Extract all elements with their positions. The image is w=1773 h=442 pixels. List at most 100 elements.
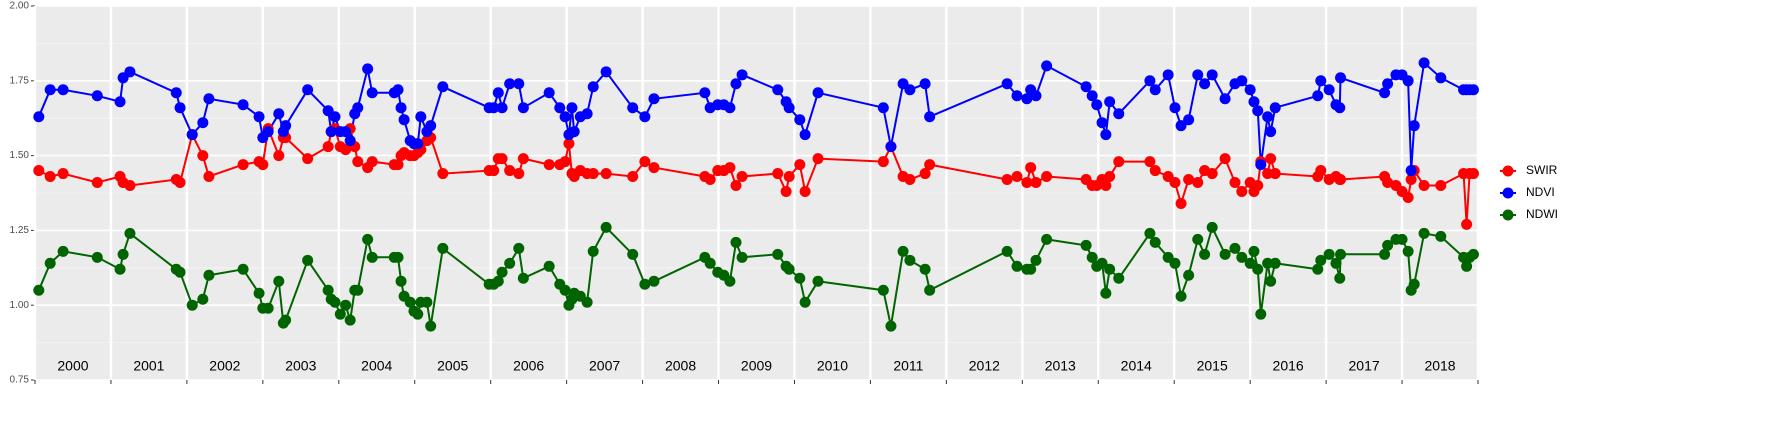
data-point <box>253 287 265 299</box>
data-point <box>1461 260 1473 272</box>
data-point <box>492 87 504 99</box>
data-point <box>783 102 795 114</box>
data-point <box>563 138 575 150</box>
data-point <box>1096 117 1108 129</box>
y-tick-label: 1.75 <box>10 75 30 86</box>
year-label: 2003 <box>285 358 316 374</box>
year-label: 2013 <box>1045 358 1076 374</box>
data-point <box>114 96 126 108</box>
data-point <box>57 168 69 180</box>
data-point <box>1379 248 1391 260</box>
data-point <box>1382 177 1394 189</box>
data-point <box>1113 108 1125 120</box>
data-point <box>1248 245 1260 257</box>
data-point <box>1011 90 1023 102</box>
data-point <box>919 168 931 180</box>
data-point <box>639 111 651 123</box>
data-point <box>1435 180 1447 192</box>
data-point <box>1252 180 1264 192</box>
data-point <box>587 81 599 93</box>
data-point <box>273 150 285 162</box>
data-point <box>1104 263 1116 275</box>
data-point <box>1402 75 1414 87</box>
data-point <box>794 159 806 171</box>
data-point <box>1335 174 1347 186</box>
data-point <box>1269 168 1281 180</box>
data-point <box>1236 75 1248 87</box>
data-point <box>174 177 186 189</box>
data-point <box>197 293 209 305</box>
data-point <box>600 221 612 233</box>
data-point <box>340 126 352 138</box>
data-point <box>1435 72 1447 84</box>
data-point <box>1382 78 1394 90</box>
data-point <box>724 102 736 114</box>
legend-marker <box>1502 209 1514 221</box>
data-point <box>885 320 897 332</box>
data-point <box>1104 171 1116 183</box>
data-point <box>237 99 249 111</box>
data-point <box>1382 239 1394 251</box>
data-point <box>513 242 525 254</box>
data-point <box>600 168 612 180</box>
data-point <box>1435 230 1447 242</box>
data-point <box>492 275 504 287</box>
data-point <box>1183 114 1195 126</box>
y-tick-label: 0.75 <box>10 375 30 386</box>
data-point <box>1265 275 1277 287</box>
data-point <box>1312 263 1324 275</box>
data-point <box>117 248 129 260</box>
year-label: 2001 <box>133 358 164 374</box>
data-point <box>639 278 651 290</box>
data-point <box>392 84 404 96</box>
data-point <box>1379 87 1391 99</box>
data-point <box>1149 236 1161 248</box>
data-point <box>783 171 795 183</box>
data-point <box>724 275 736 287</box>
data-point <box>783 263 795 275</box>
data-point <box>1025 162 1037 174</box>
data-point <box>736 171 748 183</box>
data-point <box>33 165 45 177</box>
data-point <box>1312 90 1324 102</box>
data-point <box>114 263 126 275</box>
data-point <box>730 236 742 248</box>
data-point <box>91 177 103 189</box>
data-point <box>412 138 424 150</box>
data-point <box>344 314 356 326</box>
data-point <box>1206 168 1218 180</box>
data-point <box>203 93 215 105</box>
data-point <box>395 102 407 114</box>
data-point <box>904 254 916 266</box>
data-point <box>1001 78 1013 90</box>
data-point <box>1467 248 1479 260</box>
data-point <box>392 251 404 263</box>
data-point <box>91 251 103 263</box>
data-point <box>425 320 437 332</box>
data-point <box>362 63 374 75</box>
data-point <box>33 284 45 296</box>
data-point <box>724 162 736 174</box>
data-point <box>1183 269 1195 281</box>
data-point <box>513 168 525 180</box>
data-point <box>1041 60 1053 72</box>
data-point <box>504 78 516 90</box>
data-point <box>170 87 182 99</box>
data-point <box>1080 239 1092 251</box>
year-label: 2000 <box>57 358 88 374</box>
data-point <box>812 87 824 99</box>
data-point <box>1236 251 1248 263</box>
data-point <box>44 84 56 96</box>
data-point <box>352 284 364 296</box>
data-point <box>237 263 249 275</box>
data-point <box>1104 96 1116 108</box>
data-point <box>1323 248 1335 260</box>
data-point <box>273 275 285 287</box>
data-point <box>1199 78 1211 90</box>
data-point <box>1192 233 1204 245</box>
data-point <box>559 284 571 296</box>
data-point <box>197 150 209 162</box>
data-point <box>44 171 56 183</box>
data-point <box>1169 257 1181 269</box>
data-point <box>425 120 437 132</box>
